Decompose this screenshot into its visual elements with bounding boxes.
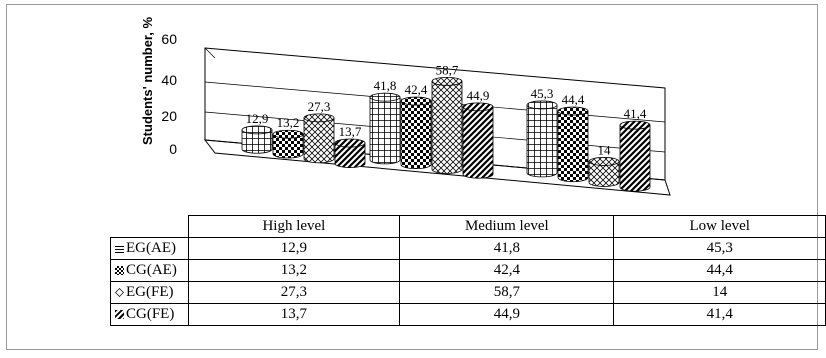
bar-cgfe-1 — [462, 102, 494, 179]
bar-top — [369, 92, 401, 102]
bar-top — [588, 157, 620, 166]
bars-group: 12,9 13,2 27,3 13,7 41,8 42,4 58,7 44,9 45,3 44,4… — [241, 62, 651, 192]
bar-top — [303, 113, 335, 123]
bar-cgae-1 — [400, 96, 432, 170]
bar-body — [462, 106, 494, 179]
column-header: Medium level — [399, 215, 615, 238]
floor — [203, 139, 671, 196]
bar-top — [272, 129, 304, 139]
data-label: 12,9 — [246, 111, 269, 126]
data-label: 58,7 — [436, 62, 459, 77]
table-cell: 12,9 — [187, 237, 401, 260]
y-tick-label: 60 — [161, 31, 177, 47]
column-header: High level — [187, 215, 401, 238]
data-label: 41,8 — [374, 78, 397, 93]
bar-cgfe-2 — [619, 120, 651, 192]
table-row: CG(AE) 13,2 42,4 44,4 — [110, 259, 826, 282]
bar-body — [334, 142, 366, 168]
bar-top — [431, 76, 463, 86]
table-cell: 13,2 — [187, 259, 401, 282]
bar-body — [431, 80, 463, 174]
bar-body — [588, 161, 620, 187]
data-label: 45,3 — [531, 86, 554, 101]
data-label: 13,7 — [339, 124, 362, 139]
bar-body — [241, 129, 273, 154]
table-cell: 27,3 — [187, 281, 401, 304]
data-label: 42,4 — [405, 82, 428, 97]
table-cell: 42,4 — [399, 259, 615, 282]
column-header: Low level — [613, 215, 826, 238]
bar-egae-1 — [369, 92, 401, 165]
series-name: EG(FE) — [126, 284, 174, 300]
bar-top — [400, 96, 432, 106]
table-row: EG(AE) 12,9 41,8 45,3 — [110, 237, 826, 260]
left-edge — [204, 47, 216, 59]
bar-body — [400, 100, 432, 170]
table-cell: 13,7 — [187, 303, 401, 326]
chart-svg: 60 40 20 0 Students' number, % 12,9 13,2 2… — [140, 17, 671, 196]
bar-egae-0 — [241, 125, 273, 154]
bar-top — [241, 125, 273, 135]
data-label: 44,4 — [562, 92, 585, 107]
row-header: CG(AE) — [110, 259, 189, 282]
bar-body — [272, 133, 304, 159]
bar-egfe-0 — [303, 113, 335, 164]
y-tick-label: 40 — [161, 72, 177, 88]
data-label: 14 — [598, 142, 612, 157]
y-tick-label: 0 — [169, 141, 177, 157]
data-label: 27,3 — [308, 99, 331, 114]
table-cell: 44,9 — [399, 303, 615, 326]
data-table: High level Medium level Low level EG(AE)… — [110, 215, 826, 326]
bar-body — [369, 96, 401, 165]
series-name: CG(FE) — [126, 306, 175, 322]
y-tick-label: 20 — [161, 108, 177, 124]
bar-top — [334, 138, 366, 148]
legend-swatch-diagonal — [115, 310, 124, 320]
bar-cgae-2 — [557, 106, 589, 183]
bar-egae-2 — [526, 100, 558, 178]
row-header: CG(FE) — [110, 303, 189, 326]
series-name: EG(AE) — [126, 240, 176, 256]
table-row: EG(FE) 27,3 58,7 14 — [110, 281, 826, 304]
table-cell: 41,8 — [399, 237, 615, 260]
bar-body — [619, 124, 651, 192]
table-cell: 44,4 — [613, 259, 826, 282]
bar-cgae-0 — [272, 129, 304, 159]
bar-body — [557, 110, 589, 183]
bar-top — [557, 106, 589, 116]
table-header-row: High level Medium level Low level — [110, 215, 826, 238]
legend-swatch-grid — [115, 244, 124, 254]
table-cell: 14 — [613, 281, 826, 304]
legend-swatch-checker — [115, 266, 124, 276]
row-header: EG(AE) — [110, 237, 189, 260]
bar-top — [526, 100, 558, 110]
table-row: CG(FE) 13,7 44,9 41,4 — [110, 303, 826, 326]
table-cell: 45,3 — [613, 237, 826, 260]
series-name: CG(AE) — [126, 262, 177, 278]
table-cell: 41,4 — [613, 303, 826, 326]
bar-body — [303, 117, 335, 164]
bar-egfe-1 — [431, 76, 463, 174]
bar-egfe-2 — [588, 157, 620, 187]
bar-top — [619, 120, 651, 130]
data-label: 41,4 — [624, 106, 647, 121]
data-label: 44,9 — [467, 88, 490, 103]
bar-cgfe-0 — [334, 138, 366, 168]
bar-body — [526, 104, 558, 178]
legend-swatch-diamond — [115, 288, 124, 298]
y-axis-label: Students' number, % — [140, 17, 155, 145]
row-header: EG(FE) — [110, 281, 189, 304]
bar-top — [462, 102, 494, 112]
y-axis: 60 40 20 0 Students' number, % — [140, 17, 177, 157]
table-corner — [110, 215, 189, 238]
data-label: 13,2 — [277, 115, 300, 130]
table-cell: 58,7 — [399, 281, 615, 304]
